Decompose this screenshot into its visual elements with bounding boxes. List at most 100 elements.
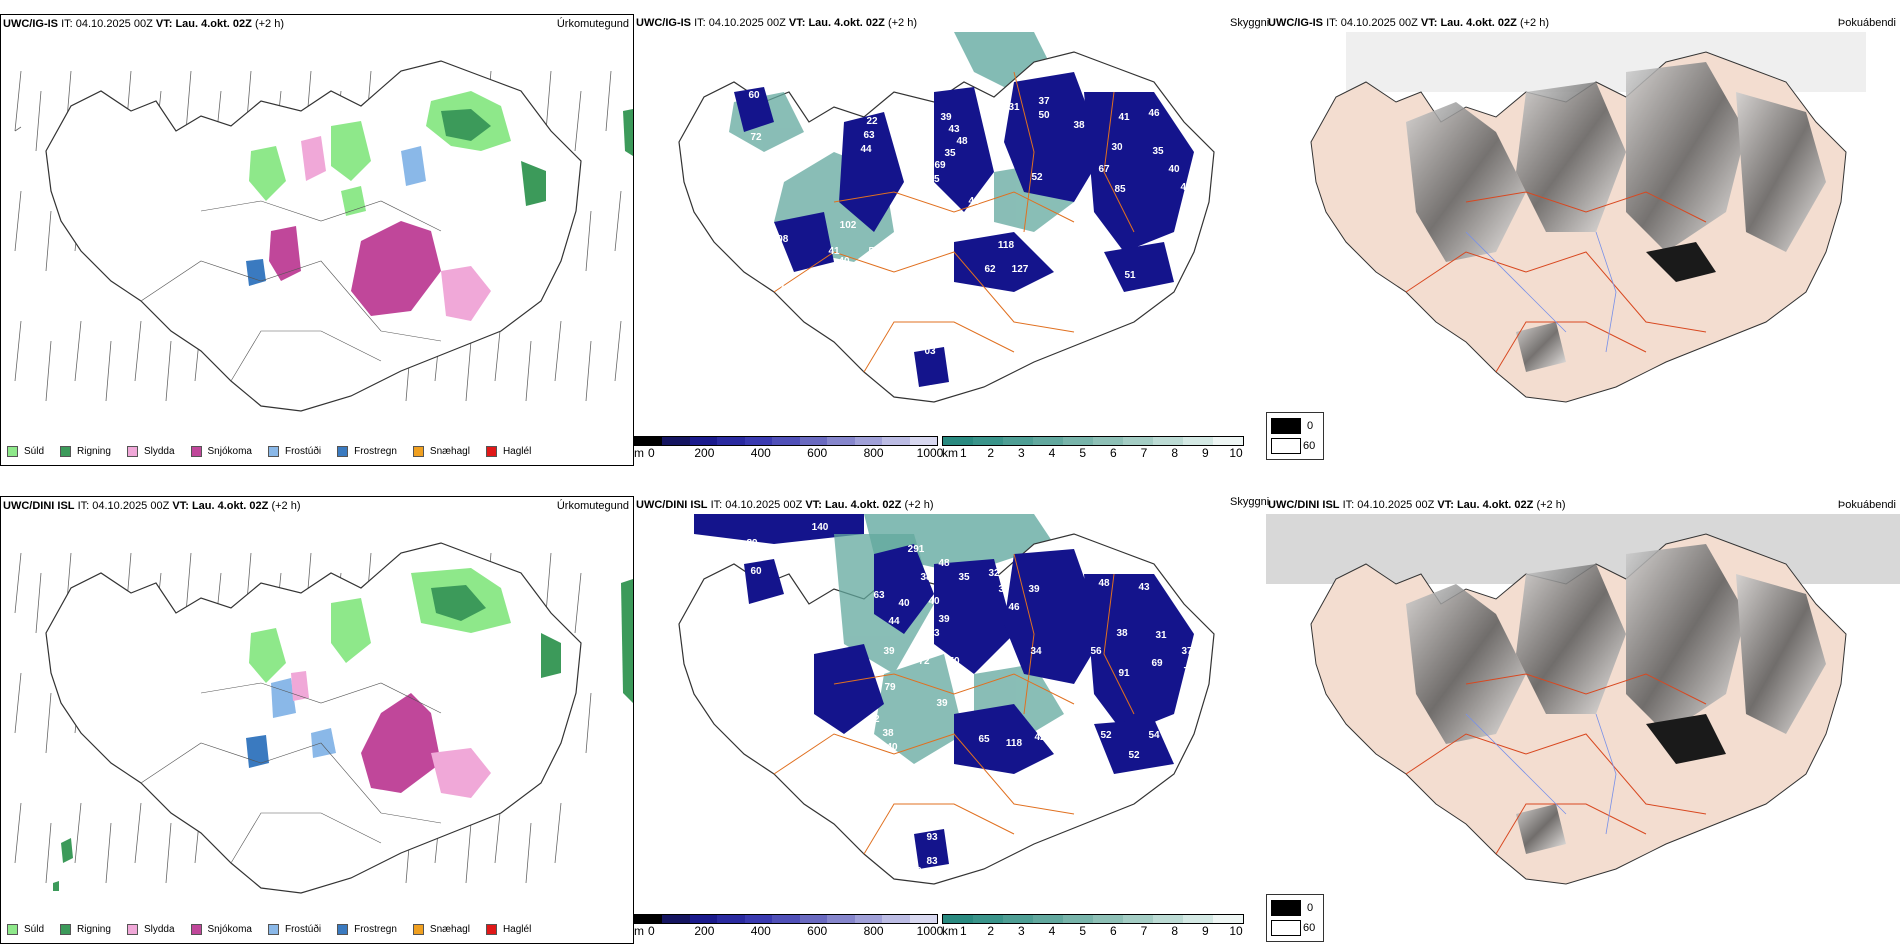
- colorbar-tick-label: 800: [863, 446, 884, 460]
- colorbar-segment: [854, 915, 883, 923]
- colorbar-segment: [635, 437, 663, 445]
- vt-label: VT:: [155, 18, 173, 30]
- colorbar-segment: [662, 915, 690, 923]
- cloud-ceiling-label: 39: [883, 646, 895, 657]
- cloud-ceiling-label: 37: [998, 584, 1010, 595]
- cloud-ceiling-label: 83: [926, 856, 938, 867]
- colorbar-segment: [909, 437, 937, 445]
- precip-type-panel: UWC/IG-IS IT: 04.10.2025 00Z VT: Lau. 4.…: [0, 14, 634, 466]
- precip-map: [14, 60, 633, 412]
- ceiling-areas: [734, 72, 1194, 387]
- cloud-ceiling-label: 93: [926, 832, 938, 843]
- panel-header: UWC/DINI ISL IT: 04.10.2025 00Z VT: Lau.…: [3, 500, 301, 512]
- legend-item: Rigning: [60, 924, 111, 935]
- panel-header: UWC/IG-IS IT: 04.10.2025 00Z VT: Lau. 4.…: [636, 17, 917, 29]
- colorbar-tick-label: 7: [1140, 446, 1148, 460]
- cloud-ceiling-label: 291: [908, 544, 925, 555]
- colorbar-tick-label: 10: [1229, 924, 1243, 938]
- cloud-ceiling-label: 43: [928, 628, 940, 639]
- it-value: 04.10.2025 00Z: [75, 18, 153, 30]
- cloud-ceiling-label: 35: [958, 572, 970, 583]
- iceland-outline: [45, 542, 582, 894]
- cloud-ceiling-label: 55: [1183, 198, 1195, 209]
- cloud-ceiling-label: 43: [948, 124, 960, 135]
- panel-title: Úrkomutegund: [556, 500, 629, 512]
- cloud-ceiling-label: 140: [812, 522, 829, 533]
- fog-legend-high: 60: [1303, 922, 1316, 934]
- legend-item: Súld: [7, 924, 44, 935]
- colorbar-segment: [1003, 915, 1033, 923]
- legend-item: Súld: [7, 446, 44, 457]
- colorbar-tick-label: 4: [1048, 924, 1056, 938]
- colorbar-tick-label: 200: [694, 924, 715, 938]
- cloud-ceiling-label: 53: [910, 866, 922, 877]
- cloud-ceiling-label: 58: [925, 206, 937, 217]
- cloud-ceiling-label: 118: [998, 240, 1015, 251]
- fog-areas: [1406, 544, 1826, 854]
- cloud-ceiling-label: 52: [1100, 730, 1112, 741]
- cloud-ceiling-label: 44: [888, 616, 900, 627]
- fog-legend: 0 60: [1266, 894, 1324, 942]
- cloud-ceiling-label: 72: [778, 284, 790, 295]
- precip-legend: Súld Rigning Slydda Snjókoma Frostúði Fr…: [7, 446, 547, 457]
- colorbar-segment: [689, 437, 718, 445]
- precip-areas: [246, 568, 561, 798]
- lead-time: (+2 h): [254, 18, 284, 30]
- greenland-edge: [623, 109, 633, 156]
- cloud-ceiling-label: 65: [928, 174, 940, 185]
- it-label: IT:: [61, 18, 73, 30]
- ceiling-areas: [744, 544, 1194, 869]
- colorbar-segment: [909, 915, 937, 923]
- colorbar-segment: [854, 437, 883, 445]
- panel-header: UWC/DINI ISL IT: 04.10.2025 00Z VT: Lau.…: [1268, 499, 1566, 511]
- cloud-ceiling-label: 33: [782, 344, 794, 355]
- legend-item: Rigning: [60, 446, 111, 457]
- colorbar-tick-label: 400: [750, 924, 771, 938]
- cloud-ceiling-label: 30: [1111, 142, 1123, 153]
- colorbar-segment: [635, 915, 663, 923]
- fog-areas: [1406, 62, 1826, 372]
- model-name: UWC/DINI ISL: [3, 500, 75, 512]
- cloud-ceiling-label: 108: [946, 350, 963, 361]
- colorbar-tick-label: 10: [1229, 446, 1243, 460]
- model-name: UWC/IG-IS: [3, 18, 58, 30]
- cloud-ceiling-label: 40: [886, 742, 898, 753]
- visibility-ticks: 1 2 3 4 5 6 7 8 9 10: [960, 924, 1243, 938]
- panel-title: Úrkomutegund: [556, 18, 629, 30]
- cloud-ceiling-label: 03: [924, 346, 936, 357]
- cloud-ceiling-label: 45: [1078, 268, 1090, 279]
- colorbar-tick-label: 0: [648, 446, 655, 460]
- colorbar-segment: [1183, 437, 1213, 445]
- colorbar-segment: [973, 437, 1003, 445]
- legend-item: Snjókoma: [190, 924, 252, 935]
- cloud-ceiling-label: 38: [920, 572, 932, 583]
- colorbar-tick-label: 3: [1017, 446, 1025, 460]
- rivers: [1465, 713, 1617, 835]
- cloud-ceiling-label: 52: [1128, 750, 1140, 761]
- cloud-ceiling-label: 39: [940, 112, 952, 123]
- colorbar-tick-label: 1000: [916, 924, 944, 938]
- cloud-ceiling-label: 118: [1006, 738, 1023, 749]
- vt-value: Lau. 4.okt. 02Z: [175, 18, 252, 30]
- ceiling-ticks: 0 200 400 600 800 1000: [648, 446, 943, 460]
- cloud-ceiling-label: 40: [928, 596, 940, 607]
- cloud-ceiling-label: 31: [1155, 630, 1167, 641]
- colorbar-segment: [1213, 437, 1243, 445]
- precip-map: [14, 542, 633, 894]
- cloud-ceiling-label: 38: [1116, 628, 1128, 639]
- colorbar-tick-label: 5: [1079, 446, 1086, 460]
- colorbar-segment: [1123, 437, 1153, 445]
- colorbar-segment: [1063, 437, 1093, 445]
- cloud-ceiling-label: 72: [750, 132, 762, 143]
- cloud-ceiling-label: 39: [938, 614, 950, 625]
- cloud-ceiling-label: 82: [928, 384, 940, 395]
- legend-item: Snæhagl: [412, 446, 470, 457]
- colorbar-segment: [799, 915, 828, 923]
- panel-title: Skyggni: [1230, 496, 1270, 508]
- panel-title: Þokuábendi: [1837, 499, 1896, 511]
- fog-legend-low: 0: [1307, 420, 1314, 432]
- colorbar-tick-label: 6: [1109, 924, 1117, 938]
- colorbar-segment: [1033, 915, 1063, 923]
